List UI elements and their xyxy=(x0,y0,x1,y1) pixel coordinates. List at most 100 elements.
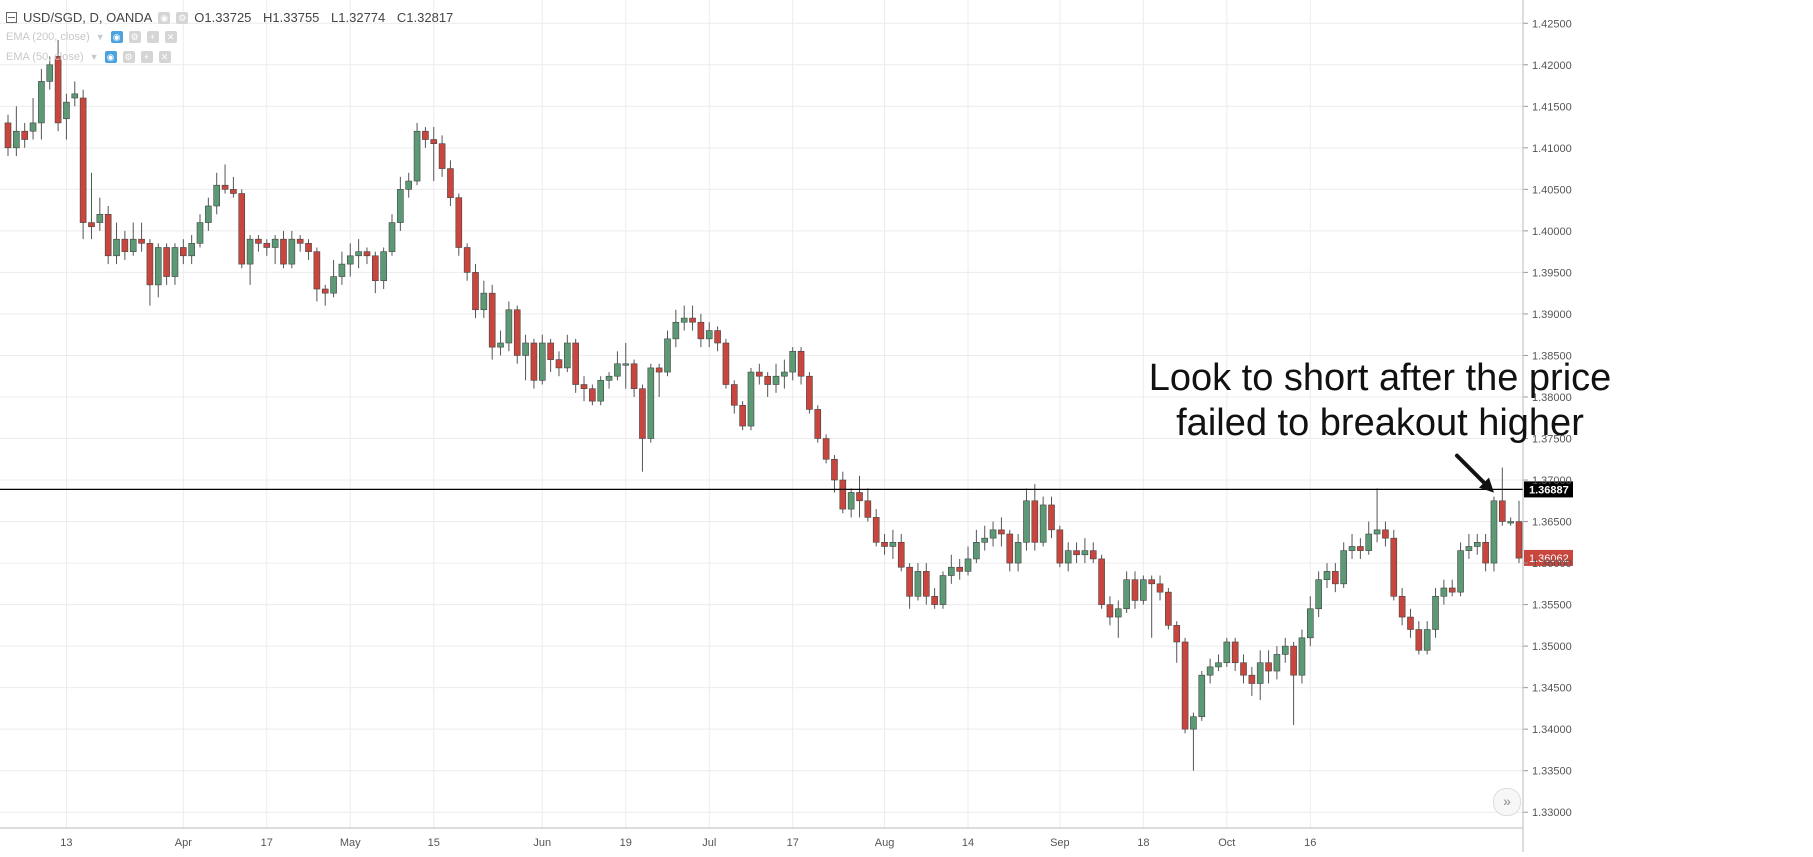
candle-body xyxy=(113,238,120,257)
candle xyxy=(1123,571,1130,613)
candle-body xyxy=(180,247,187,257)
indicator-ema200[interactable]: EMA (200, close) ▼ ◉ ⚙ + ✕ xyxy=(6,31,177,43)
candle xyxy=(1315,571,1322,618)
candle xyxy=(113,222,120,265)
indicator-label[interactable]: EMA (50, close) xyxy=(6,51,84,63)
candle-body xyxy=(380,251,387,282)
candle-body xyxy=(1273,654,1281,672)
candle-body xyxy=(1206,666,1214,676)
eye-icon[interactable]: ◉ xyxy=(158,11,171,24)
candle xyxy=(1390,529,1398,601)
candle xyxy=(1507,517,1514,526)
eye-icon[interactable]: ◉ xyxy=(104,51,117,63)
y-tick-label: 1.34500 xyxy=(1532,683,1572,695)
candle xyxy=(1432,587,1439,638)
level-price-tag xyxy=(1524,481,1573,498)
candle-body xyxy=(856,492,863,502)
candle xyxy=(63,93,70,140)
candle xyxy=(1273,646,1281,680)
x-tick-label: Sep xyxy=(1050,837,1070,849)
candle xyxy=(547,338,554,373)
settings-icon[interactable]: ⚙ xyxy=(128,31,141,43)
candle-body xyxy=(313,251,321,290)
symbol-title[interactable]: USD/SGD, D, OANDA xyxy=(23,10,153,25)
close-icon[interactable]: ✕ xyxy=(158,51,171,63)
candle-body xyxy=(806,375,813,410)
candle-body xyxy=(1190,716,1197,730)
y-tick-label: 1.34000 xyxy=(1532,724,1572,736)
candle xyxy=(1256,650,1264,701)
candle xyxy=(530,338,538,389)
candle-body xyxy=(71,93,79,99)
collapse-icon[interactable] xyxy=(6,12,17,23)
eye-icon[interactable]: ◉ xyxy=(110,31,123,43)
candle-body xyxy=(939,575,947,605)
x-tick-label: Oct xyxy=(1218,837,1235,849)
scroll-to-realtime-button[interactable]: » xyxy=(1493,788,1521,816)
candle-body xyxy=(422,130,429,140)
candle-body xyxy=(1448,587,1456,593)
settings-icon[interactable]: ⚙ xyxy=(176,11,189,24)
candle xyxy=(46,56,54,90)
candle xyxy=(104,205,112,265)
chevron-down-icon[interactable]: ▼ xyxy=(95,32,105,42)
candle xyxy=(472,264,479,319)
close-value: C1.32817 xyxy=(396,10,454,25)
candle xyxy=(689,305,696,331)
candle xyxy=(1473,534,1481,555)
indicator-ema50[interactable]: EMA (50, close) ▼ ◉ ⚙ + ✕ xyxy=(6,51,171,63)
candle-body xyxy=(1281,645,1289,655)
candle-body xyxy=(1148,579,1155,585)
candle xyxy=(906,563,913,609)
candle-body xyxy=(1382,529,1389,539)
candle-body xyxy=(1515,521,1523,559)
low-value: L1.32774 xyxy=(331,10,386,25)
candle-body xyxy=(1140,579,1147,601)
x-tick-label: Jul xyxy=(702,837,716,849)
candle-body xyxy=(822,438,830,460)
candle-body xyxy=(513,309,521,356)
candle xyxy=(1498,467,1506,526)
candle-body xyxy=(271,238,279,248)
candle xyxy=(380,247,387,290)
candle-body xyxy=(956,566,963,572)
candle xyxy=(872,509,880,547)
candle xyxy=(488,284,496,360)
close-icon[interactable]: ✕ xyxy=(164,31,177,43)
candles-layer xyxy=(4,39,1523,771)
candle-body xyxy=(372,255,379,282)
candle-body xyxy=(973,542,980,560)
candle-body xyxy=(1457,550,1464,593)
candle xyxy=(463,243,471,281)
plus-icon[interactable]: + xyxy=(146,31,159,43)
candle-body xyxy=(1465,546,1473,551)
candle xyxy=(1382,521,1389,547)
y-tick-label: 1.37500 xyxy=(1532,433,1572,445)
chevron-down-icon[interactable]: ▼ xyxy=(89,52,99,62)
plus-icon[interactable]: + xyxy=(140,51,153,63)
candle xyxy=(1198,671,1206,721)
candle xyxy=(413,122,421,186)
candle-body xyxy=(764,375,771,385)
candle xyxy=(1048,496,1055,539)
last-price-tag xyxy=(1524,549,1573,566)
candle-body xyxy=(664,338,671,373)
candle-body xyxy=(1048,504,1055,531)
candle-body xyxy=(1031,500,1039,543)
candle xyxy=(914,563,922,601)
candle-body xyxy=(280,238,287,265)
indicator-label[interactable]: EMA (200, close) xyxy=(6,31,90,43)
candle xyxy=(1223,637,1231,667)
settings-icon[interactable]: ⚙ xyxy=(122,51,135,63)
candle-body xyxy=(756,371,763,377)
x-tick-label: 17 xyxy=(787,837,799,849)
candle xyxy=(1098,554,1105,609)
candle xyxy=(13,106,20,157)
candle xyxy=(1515,500,1523,564)
candle-body xyxy=(447,168,454,198)
candle-body xyxy=(1098,558,1105,605)
candle-body xyxy=(38,81,45,124)
candle xyxy=(622,342,630,389)
candle xyxy=(1089,542,1097,564)
